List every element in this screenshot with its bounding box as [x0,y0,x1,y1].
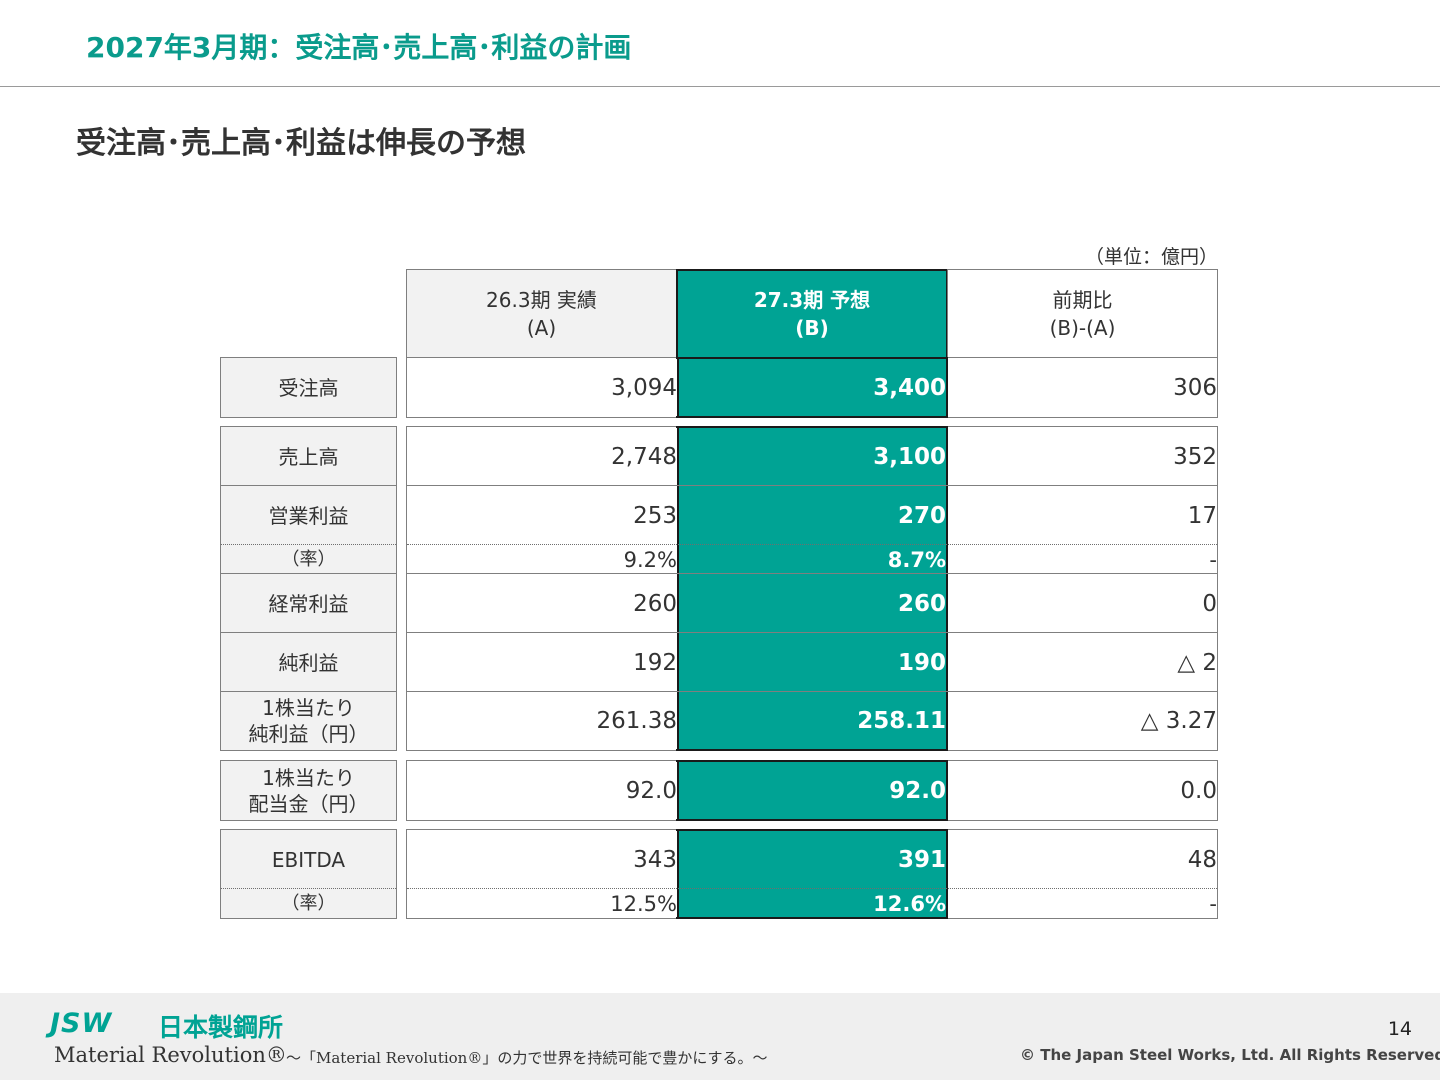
row-label-orders: 受注高 [220,358,397,417]
ordinary-income-actual: 260 [633,590,677,617]
ebitda-forecast: 391 [677,830,948,889]
row-divider-dotted [407,888,1217,889]
brand-tagline: ～「Material Revolution®」の力で世界を持続可能で豊かにする。… [286,1049,768,1067]
row-divider [221,632,396,633]
copyright: © The Japan Steel Works, Ltd. All Rights… [1020,1046,1440,1064]
slide-title: 2027年3月期：受注高･売上高･利益の計画 [86,31,632,64]
row-divider [221,485,396,486]
row-label-ebitda-margin: （率） [220,889,397,918]
forecast-frame [676,749,948,751]
row-label-net-income: 純利益 [220,633,397,692]
forecast-frame [676,917,948,919]
label-group-ebitda: EBITDA （率） [220,829,397,919]
dps-actual: 92.0 [625,777,677,804]
forecast-frame [676,760,948,762]
dps-change: 0.0 [1180,777,1217,804]
ordinary-income-change: 0 [1202,590,1217,617]
header-forecast-line1: 27.3期 予想 [753,288,871,312]
eps-actual: 261.38 [596,708,677,734]
value-group-dividend: 92.0 92.0 0.0 [406,760,1218,821]
forecast-frame [676,416,948,418]
eps-change: △ 3.27 [1140,708,1217,734]
operating-income-actual: 253 [633,502,677,529]
row-divider [407,485,1217,486]
sales-change: 352 [1173,443,1217,470]
operating-margin-forecast: 8.7% [677,545,948,574]
header-forecast: 27.3期 予想 (B) [676,269,948,359]
company-logo-name: 日本製鋼所 [158,1013,284,1042]
header-forecast-line2: (B) [795,316,829,340]
header-change-line2: (B)-(A) [1049,315,1116,340]
orders-change: 306 [1173,374,1217,401]
row-divider [221,691,396,692]
forecast-frame [676,819,948,821]
row-label-eps: 1株当たり 純利益（円） [220,692,397,750]
footer-bar [0,993,1440,1080]
row-divider [221,573,396,574]
headline: 受注高･売上高･利益は伸長の予想 [76,126,526,161]
ebitda-margin-forecast: 12.6% [677,889,948,918]
unit-note: （単位：億円） [1084,246,1218,268]
dps-forecast: 92.0 [677,761,948,820]
row-divider-dotted [221,544,396,545]
company-logo-mark: JSW [50,1008,113,1039]
label-group-dividend: 1株当たり 配当金（円） [220,760,397,821]
ebitda-actual: 343 [633,846,677,873]
value-group-ebitda: 343 391 48 12.5% 12.6% - [406,829,1218,919]
sales-actual: 2,748 [611,443,677,470]
header-change-line1: 前期比 [1052,287,1113,312]
row-divider-dotted [221,888,396,889]
net-income-forecast: 190 [677,633,948,692]
forecast-frame [676,829,948,831]
sales-forecast: 3,100 [677,427,948,486]
eps-forecast: 258.11 [677,692,948,750]
row-divider-dotted [407,544,1217,545]
operating-margin-actual: 9.2% [623,547,677,572]
row-label-ebitda: EBITDA [220,830,397,889]
row-divider [407,573,1217,574]
net-income-change: △ 2 [1177,649,1217,676]
row-label-sales: 売上高 [220,427,397,486]
row-label-dps-line1: 1株当たり [262,765,355,790]
operating-income-change: 17 [1187,502,1217,529]
header-actual-line2: (A) [526,315,557,340]
orders-forecast: 3,400 [677,358,948,417]
page-number: 14 [1387,1018,1412,1040]
brand-slogan: Material Revolution® [54,1043,287,1067]
net-income-actual: 192 [633,649,677,676]
ebitda-margin-actual: 12.5% [610,891,677,916]
row-label-eps-line2: 純利益（円） [248,722,369,746]
row-label-ordinary-income: 経常利益 [220,574,397,633]
title-divider [0,86,1440,87]
ebitda-change: 48 [1187,846,1217,873]
row-label-dps-line2: 配当金（円） [248,791,369,816]
operating-margin-change: - [1209,547,1217,572]
header-actual: 26.3期 実績 (A) [406,269,677,358]
row-divider [407,691,1217,692]
ebitda-margin-change: - [1209,891,1217,916]
label-group-orders: 受注高 [220,357,397,418]
row-label-operating-income: 営業利益 [220,486,397,545]
ordinary-income-forecast: 260 [677,574,948,633]
row-label-dps: 1株当たり 配当金（円） [220,761,397,820]
value-group-orders: 3,094 3,400 306 [406,357,1218,418]
orders-actual: 3,094 [611,374,677,401]
row-divider [407,632,1217,633]
header-change: 前期比 (B)-(A) [947,269,1218,358]
operating-income-forecast: 270 [677,486,948,545]
forecast-frame [676,426,948,428]
row-label-eps-line1: 1株当たり [262,696,355,720]
label-group-pl: 売上高 営業利益 （率） 経常利益 純利益 1株当たり 純利益（円） [220,426,397,751]
row-label-operating-margin: （率） [220,545,397,574]
header-actual-line1: 26.3期 実績 [486,287,597,312]
value-group-pl: 2,748 3,100 352 253 270 17 9.2% 8.7% - 2… [406,426,1218,751]
forecast-frame [676,357,948,359]
